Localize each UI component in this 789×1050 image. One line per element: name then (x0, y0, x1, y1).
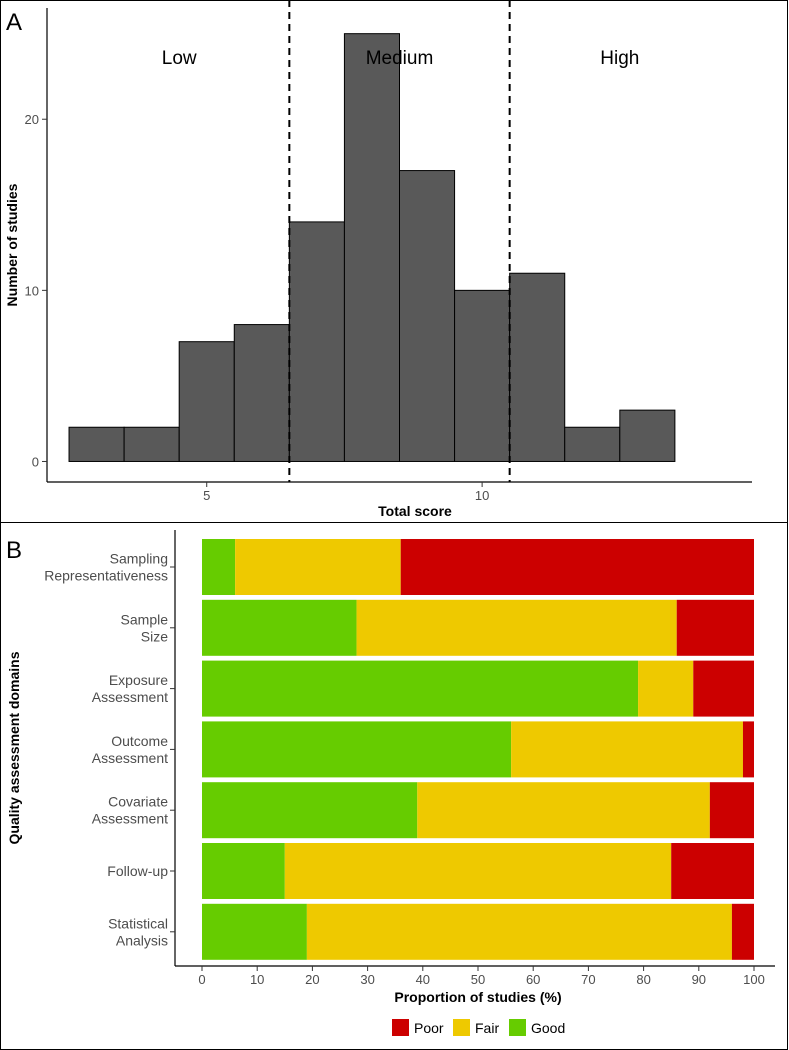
region-label-high: High (600, 48, 639, 69)
domain-label: Representativeness (44, 568, 168, 584)
bar-segment-fair (284, 843, 672, 899)
domain-label: Statistical (108, 915, 168, 931)
domain-label: Size (141, 628, 168, 644)
bar-segment-poor (676, 599, 754, 656)
bar-segment-poor (731, 903, 754, 960)
bar-segment-poor (671, 843, 754, 899)
histogram-bar (178, 341, 235, 462)
histogram-bar (619, 409, 676, 462)
x-tick-label: 70 (581, 972, 595, 987)
histogram-bar (564, 426, 621, 462)
domain-label: Exposure (109, 672, 168, 688)
panel-b-y-axis-title: Quality assessment domains (6, 651, 22, 844)
histogram-bar (288, 221, 345, 462)
y-tick-label: 10 (25, 283, 39, 298)
x-tick-label: 80 (636, 972, 650, 987)
legend-label-poor: Poor (414, 1020, 444, 1036)
panel-a-y-ticks: 0 10 20 (25, 112, 47, 469)
cutoff-lines (288, 0, 511, 482)
legend-label-fair: Fair (475, 1020, 499, 1036)
domain-label: Outcome (111, 733, 168, 749)
x-tick-label: 5 (203, 488, 210, 503)
bar-segment-fair (511, 721, 743, 778)
panel-b-letter: B (6, 537, 22, 564)
x-tick-label: 10 (475, 488, 489, 503)
panel-a-x-axis-title: Total score (378, 503, 452, 519)
histogram-bar (343, 33, 400, 462)
bar-segment-fair (306, 903, 732, 960)
histogram-bars (68, 33, 676, 462)
bar-segment-poor (693, 660, 754, 717)
stacked-bars (202, 539, 754, 960)
x-tick-label: 60 (526, 972, 540, 987)
bar-segment-good (202, 539, 236, 595)
bar-segment-fair (638, 660, 694, 717)
panel-a-letter: A (6, 9, 22, 36)
bar-segment-good (202, 660, 639, 717)
region-label-medium: Medium (366, 48, 434, 69)
domain-label: Analysis (116, 932, 168, 948)
domain-label: Sampling (110, 551, 168, 567)
bar-segment-good (202, 843, 285, 899)
x-tick-label: 40 (416, 972, 430, 987)
domain-label: Assessment (92, 689, 168, 705)
region-label-low: Low (162, 48, 197, 69)
domain-label: Assessment (92, 750, 168, 766)
bar-segment-poor (400, 539, 754, 595)
x-tick-label: 30 (360, 972, 374, 987)
bar-segment-good (202, 782, 418, 839)
bar-segment-fair (417, 782, 710, 839)
x-tick-label: 20 (305, 972, 319, 987)
legend-swatch-fair (453, 1019, 470, 1036)
bar-segment-good (202, 903, 307, 960)
panel-b-x-ticks: 0 10 20 30 40 50 60 70 80 90 100 (198, 966, 765, 987)
y-tick-label: 20 (25, 112, 39, 127)
histogram-bar (454, 289, 511, 462)
bar-segment-poor (709, 782, 754, 839)
x-tick-label: 100 (743, 972, 765, 987)
histogram-bar (509, 272, 566, 462)
panel-b-x-axis-title: Proportion of studies (%) (394, 989, 561, 1005)
histogram-bar (123, 426, 180, 462)
domain-label: Sample (121, 611, 169, 627)
bar-segment-fair (235, 539, 401, 595)
x-tick-label: 10 (250, 972, 264, 987)
bar-segment-good (202, 721, 512, 778)
histogram-bar (68, 426, 125, 462)
legend-swatch-poor (392, 1019, 409, 1036)
x-tick-label: 0 (198, 972, 205, 987)
region-labels: Low Medium High (162, 48, 640, 69)
domain-label: Follow-up (107, 863, 168, 879)
x-tick-label: 90 (692, 972, 706, 987)
panel-a-x-ticks: 5 10 (203, 482, 489, 503)
domain-label: Assessment (92, 811, 168, 827)
legend: Poor Fair Good (392, 1019, 565, 1036)
panel-a-y-axis-title: Number of studies (4, 183, 20, 306)
domain-label: Covariate (108, 794, 168, 810)
legend-label-good: Good (531, 1020, 565, 1036)
histogram-bar (399, 170, 456, 462)
panel-a: A Low Medium High 5 10 0 10 20 Total score Nu… (4, 0, 752, 519)
y-tick-label: 0 (32, 454, 39, 469)
legend-swatch-good (509, 1019, 526, 1036)
bar-segment-good (202, 599, 357, 656)
bar-segment-poor (742, 721, 754, 778)
x-tick-label: 50 (471, 972, 485, 987)
histogram-bar (233, 324, 290, 462)
bar-segment-fair (356, 599, 677, 656)
